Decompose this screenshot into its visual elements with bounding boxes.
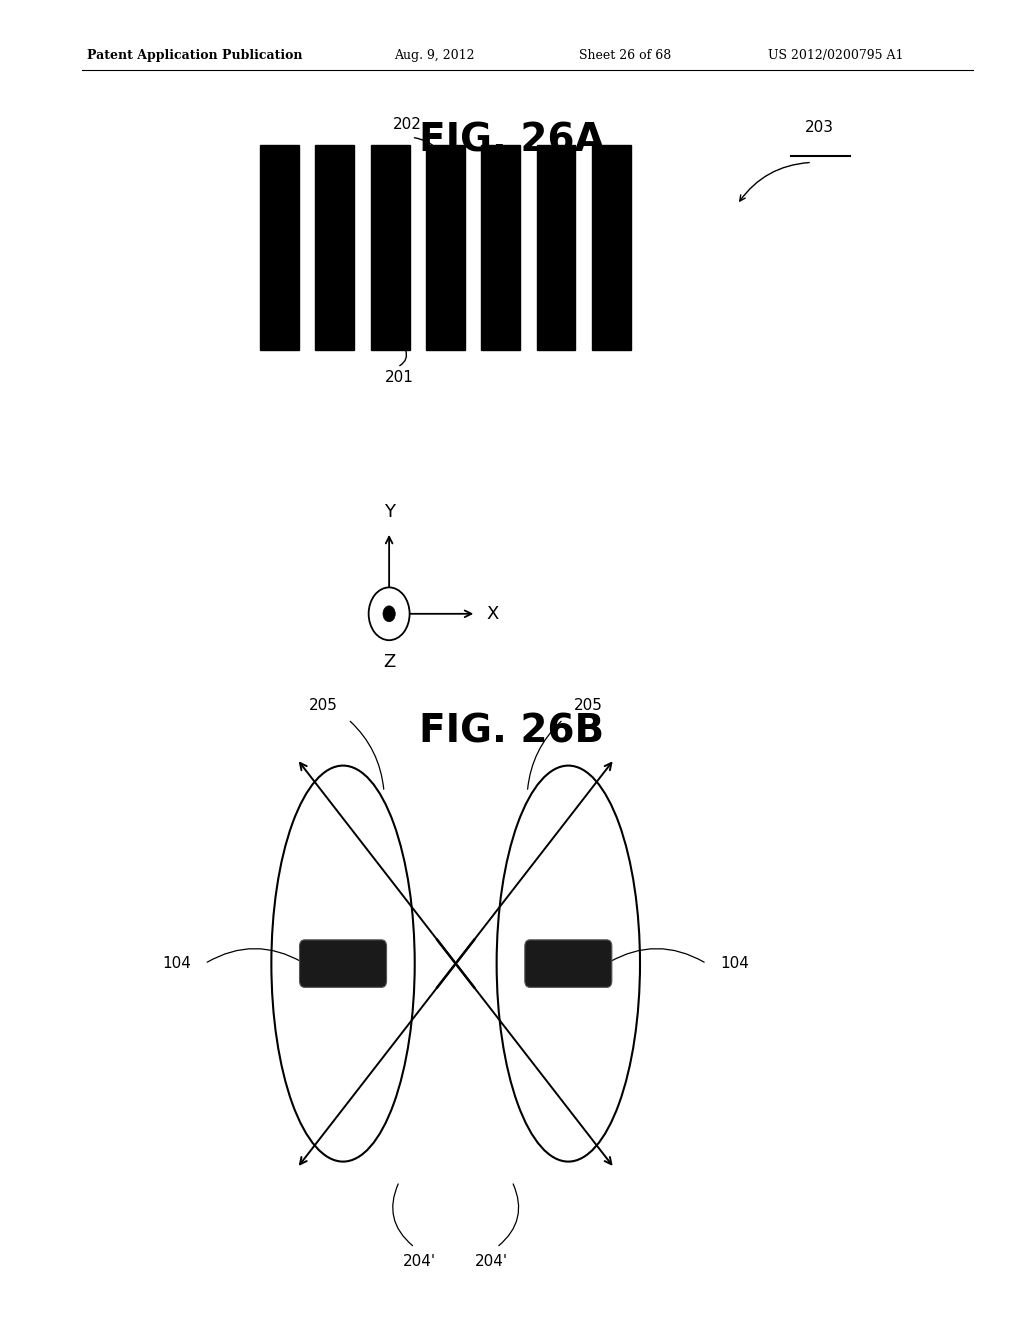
Text: Y: Y (384, 503, 394, 521)
Text: 201: 201 (385, 370, 414, 384)
Bar (371, 145, 410, 350)
Bar (592, 145, 631, 350)
Bar (260, 145, 299, 350)
Bar (315, 145, 354, 350)
Bar (426, 145, 465, 350)
FancyBboxPatch shape (300, 940, 387, 987)
Bar (537, 145, 575, 350)
Circle shape (369, 587, 410, 640)
Text: X: X (486, 605, 499, 623)
Text: Sheet 26 of 68: Sheet 26 of 68 (579, 49, 671, 62)
Text: Patent Application Publication: Patent Application Publication (87, 49, 302, 62)
Text: 202: 202 (393, 117, 422, 132)
Text: 104: 104 (163, 956, 191, 972)
Text: Z: Z (383, 653, 395, 672)
Text: 203: 203 (805, 120, 834, 135)
Bar (481, 145, 520, 350)
Circle shape (383, 606, 395, 622)
Text: Aug. 9, 2012: Aug. 9, 2012 (394, 49, 475, 62)
FancyBboxPatch shape (525, 940, 612, 987)
Text: US 2012/0200795 A1: US 2012/0200795 A1 (768, 49, 903, 62)
Text: FIG. 26A: FIG. 26A (419, 121, 605, 160)
Text: 205: 205 (309, 698, 338, 713)
Text: 204': 204' (403, 1254, 436, 1269)
Text: 204': 204' (475, 1254, 508, 1269)
Text: FIG. 26B: FIG. 26B (420, 713, 604, 751)
Text: 205: 205 (573, 698, 602, 713)
Text: 104: 104 (720, 956, 749, 972)
